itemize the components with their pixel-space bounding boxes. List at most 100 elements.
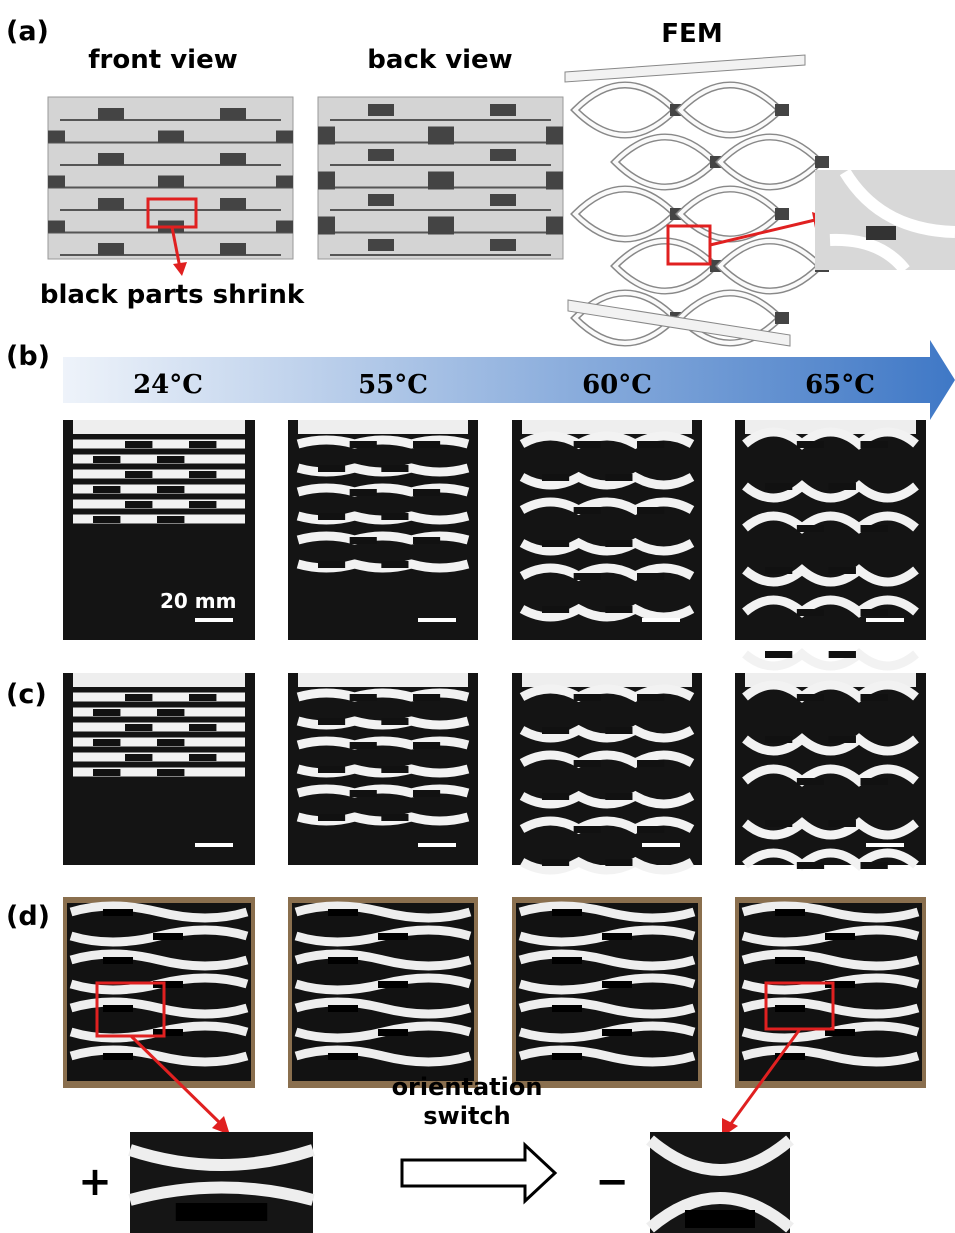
photo-black-part xyxy=(125,471,152,478)
photo-strip xyxy=(298,440,468,444)
photo-black-part xyxy=(542,727,569,734)
photo-black-part xyxy=(103,1053,133,1060)
black-part xyxy=(546,217,563,235)
switch-label: switch xyxy=(423,1102,510,1130)
photo-black-part xyxy=(350,537,377,544)
black-part xyxy=(98,198,124,210)
photo-black-part xyxy=(381,513,408,520)
black-part xyxy=(318,127,335,145)
scale-bar xyxy=(418,843,456,847)
fem-cell xyxy=(720,241,820,291)
photo-black-part xyxy=(637,441,664,448)
photo-black-part xyxy=(861,778,888,785)
photo-black-part xyxy=(381,814,408,821)
photo-top-strip xyxy=(73,420,245,434)
scale-bar xyxy=(195,618,233,622)
photo-black-part xyxy=(350,790,377,797)
photo-black-part xyxy=(125,694,152,701)
black-part xyxy=(490,149,516,161)
photo-black-part xyxy=(542,474,569,481)
photo-black-part xyxy=(157,769,184,776)
photo-black-part xyxy=(861,441,888,448)
photo-black-part xyxy=(189,501,216,508)
photo-black-part xyxy=(829,736,856,743)
photo-black-part xyxy=(93,456,120,463)
photo-black-part xyxy=(93,516,120,523)
photo-black-part xyxy=(861,525,888,532)
photo-black-part xyxy=(125,754,152,761)
photo-strip xyxy=(298,741,468,745)
photo-black-part xyxy=(542,606,569,613)
panel-label: (d) xyxy=(6,901,50,932)
panel-label: (a) xyxy=(6,16,49,47)
photo-strip xyxy=(298,488,468,492)
photo-black-part xyxy=(861,609,888,616)
photo-black-part xyxy=(602,933,632,940)
photo-black-part xyxy=(93,486,120,493)
black-part xyxy=(158,131,184,143)
photo-black-part xyxy=(574,441,601,448)
photo-black-part xyxy=(189,471,216,478)
photo-black-part xyxy=(350,742,377,749)
photo-black-part xyxy=(378,933,408,940)
photo-black-part xyxy=(765,651,792,658)
fem-cell-inner xyxy=(615,137,715,187)
black-part xyxy=(98,153,124,165)
photo-black-part xyxy=(797,441,824,448)
black-part xyxy=(318,217,335,235)
photo-black-part xyxy=(637,760,664,767)
photo-black-part xyxy=(328,1053,358,1060)
photo-black-part xyxy=(413,489,440,496)
black-part xyxy=(428,127,454,145)
fem-cell-inner xyxy=(615,241,715,291)
photo-black-part xyxy=(797,862,824,869)
black-part xyxy=(220,243,246,255)
photo-black-part xyxy=(189,724,216,731)
black-part xyxy=(368,104,394,116)
black-part xyxy=(276,221,293,233)
heading: FEM xyxy=(661,19,722,49)
photo-black-part xyxy=(125,501,152,508)
black-part xyxy=(546,127,563,145)
photo-black-part xyxy=(318,465,345,472)
black-part xyxy=(220,108,246,120)
scale-bar xyxy=(642,618,680,622)
fem-cell xyxy=(615,241,715,291)
arrowhead xyxy=(173,262,187,276)
photo-black-part xyxy=(829,651,856,658)
fem-cell xyxy=(575,189,675,239)
fem-cell xyxy=(575,85,675,135)
photo-black-part xyxy=(378,1029,408,1036)
black-part xyxy=(368,149,394,161)
scale-bar xyxy=(866,843,904,847)
photo-black-part xyxy=(797,694,824,701)
photo-black-part xyxy=(765,483,792,490)
photo-black-part xyxy=(605,727,632,734)
photo-black-part xyxy=(413,790,440,797)
photo-black-part xyxy=(328,957,358,964)
photo-black-part xyxy=(125,724,152,731)
photo-black-part xyxy=(381,561,408,568)
figure: 20 mm (a) front view back view FEM black… xyxy=(0,0,955,1233)
black-part xyxy=(318,172,335,190)
photo-black-part xyxy=(103,957,133,964)
photo-top-strip xyxy=(298,420,468,434)
photo-black-part xyxy=(797,525,824,532)
black-part xyxy=(48,131,65,143)
photo-black-part xyxy=(93,709,120,716)
photo-black-part xyxy=(93,739,120,746)
black-part xyxy=(98,243,124,255)
zoom-black xyxy=(866,226,896,240)
photo-black-part xyxy=(189,754,216,761)
photo-top-strip xyxy=(73,673,245,687)
photo-black-part xyxy=(775,909,805,916)
photo-black-part xyxy=(157,486,184,493)
photo-black-part xyxy=(861,862,888,869)
fem-cell-inner xyxy=(720,137,820,187)
photo-black-part xyxy=(605,540,632,547)
photo-black-part xyxy=(542,540,569,547)
fem-cell xyxy=(615,137,715,187)
photo-strip xyxy=(298,536,468,540)
photo-black-part xyxy=(125,441,152,448)
photo-black-part xyxy=(765,820,792,827)
